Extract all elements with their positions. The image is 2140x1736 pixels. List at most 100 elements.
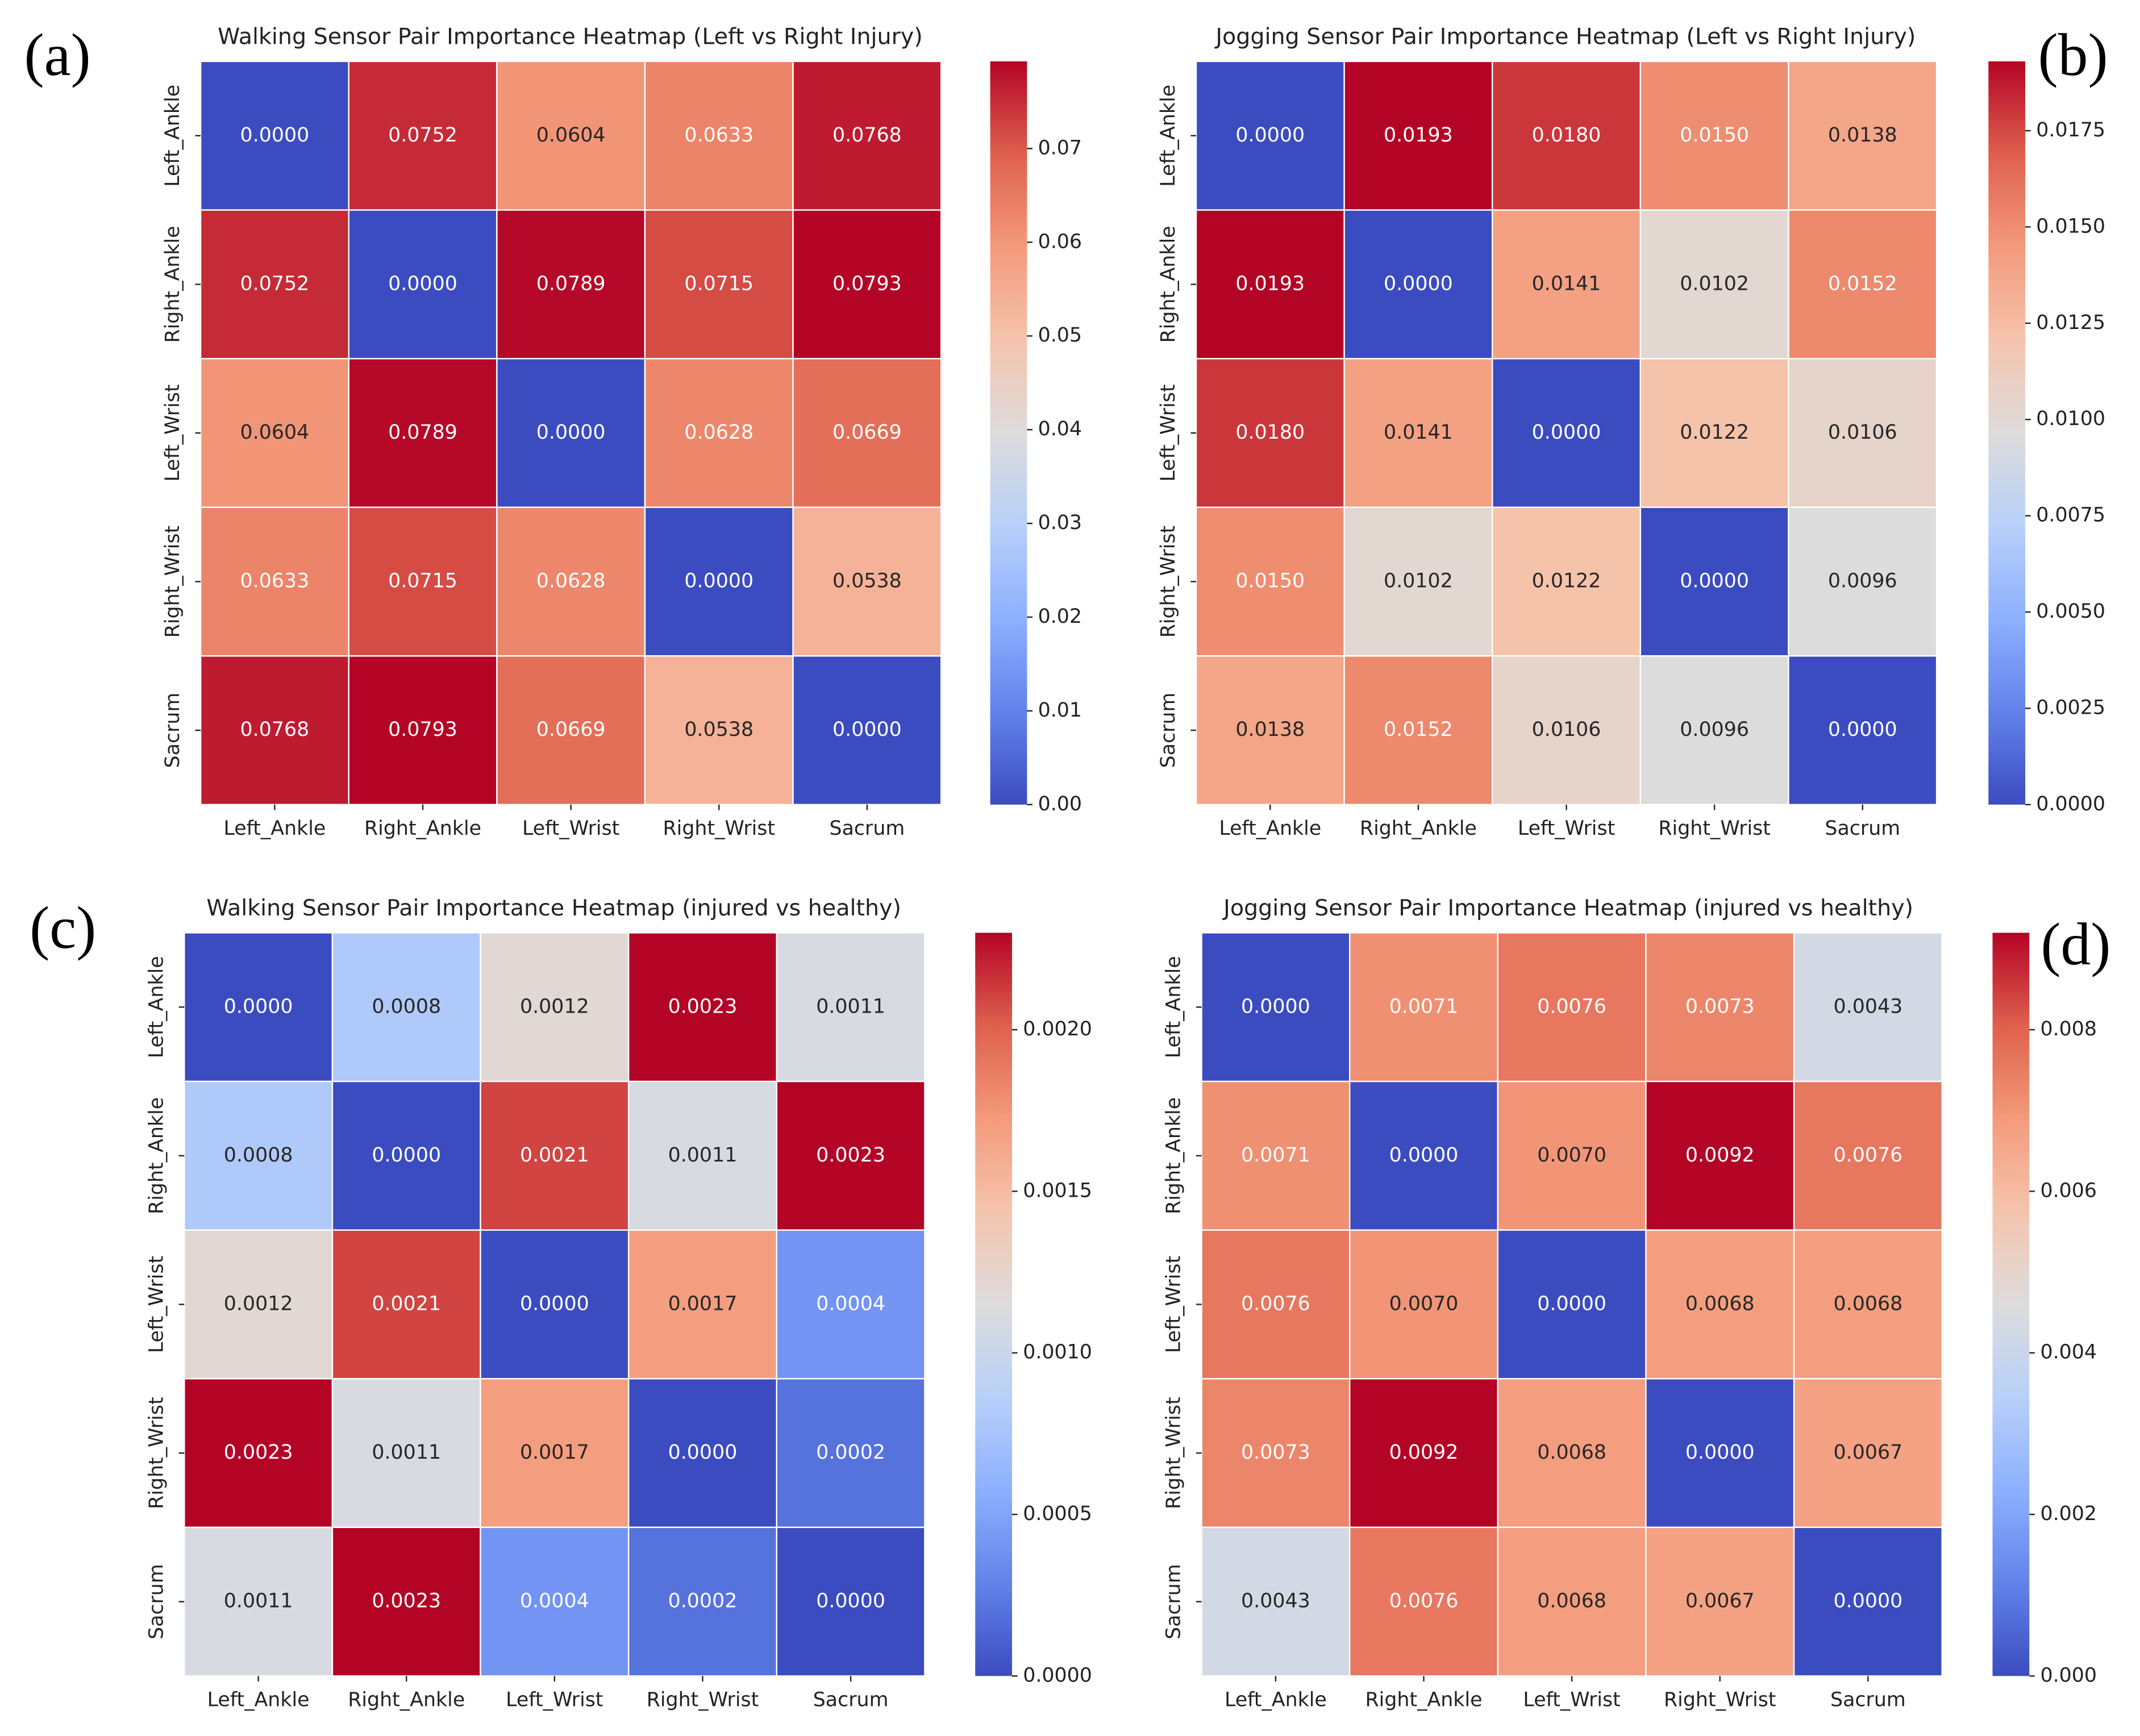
cell-value-label: 0.0073 (1685, 995, 1755, 1018)
cell-value-label: 0.0071 (1241, 1144, 1310, 1167)
y-tick-label: Right_Wrist (145, 1397, 168, 1509)
heatmap-cell (1645, 1080, 1795, 1231)
cell-value-label: 0.0002 (816, 1441, 885, 1464)
heatmap-cell (627, 1378, 777, 1529)
colorbar-tick-label: 0.01 (1038, 699, 1082, 722)
cell-value-label: 0.0096 (1680, 718, 1749, 741)
cell-value-label: 0.0000 (520, 1292, 589, 1315)
heatmap-cell (480, 932, 630, 1083)
cell-value-label: 0.0000 (684, 570, 753, 593)
colorbar-tick-label: 0.000 (2040, 1664, 2097, 1687)
heatmap-cell (792, 209, 942, 360)
y-tick-label: Left_Ankle (1157, 85, 1180, 187)
y-tick-label: Right_Wrist (1163, 1397, 1185, 1509)
cell-value-label: 0.0000 (668, 1441, 738, 1464)
cell-value-label: 0.0000 (224, 995, 293, 1018)
cell-value-label: 0.0004 (520, 1590, 589, 1613)
heatmap-cell (331, 1229, 481, 1380)
heatmap-cell (1497, 1080, 1647, 1231)
cell-value-label: 0.0793 (832, 272, 902, 295)
colorbar-tick-label: 0.0010 (1023, 1341, 1092, 1364)
cell-value-label: 0.0011 (668, 1144, 738, 1167)
colorbar-tick-label: 0.008 (2040, 1018, 2097, 1040)
cell-value-label: 0.0067 (1834, 1441, 1903, 1464)
cell-value-label: 0.0752 (388, 124, 457, 147)
heatmap-cell (348, 655, 498, 806)
chart-title: Walking Sensor Pair Importance Heatmap (… (218, 24, 923, 50)
heatmap-cell (792, 357, 942, 508)
heatmap-cell (199, 506, 349, 657)
colorbar-tick-label: 0.0020 (1023, 1018, 1092, 1040)
y-tick-label: Left_Wrist (1163, 1256, 1185, 1353)
colorbar-tick-label: 0.00 (1038, 793, 1082, 815)
y-tick-label: Right_Ankle (145, 1097, 168, 1214)
heatmap-cell (348, 357, 498, 508)
cell-value-label: 0.0150 (1235, 570, 1305, 593)
colorbar-tick-label: 0.0000 (2036, 793, 2105, 815)
cell-value-label: 0.0106 (1828, 421, 1897, 444)
cell-value-label: 0.0000 (832, 718, 902, 741)
cell-value-label: 0.0000 (1828, 718, 1897, 741)
colorbar-tick-label: 0.006 (2040, 1179, 2097, 1202)
heatmap-cell (331, 1526, 481, 1677)
cell-value-label: 0.0012 (520, 995, 589, 1018)
cell-value-label: 0.0092 (1685, 1144, 1755, 1167)
y-tick-label: Right_Wrist (161, 526, 184, 638)
x-tick-label: Left_Wrist (522, 817, 619, 840)
cell-value-label: 0.0043 (1834, 995, 1903, 1018)
heatmap-cell (348, 506, 498, 657)
heatmap-cell (1195, 209, 1345, 360)
heatmap-cell (1793, 1080, 1943, 1231)
heatmap-cell (1639, 60, 1789, 211)
x-tick-label: Left_Ankle (223, 817, 326, 840)
heatmap-cell (644, 209, 794, 360)
colorbar (1992, 932, 2030, 1676)
cell-value-label: 0.0011 (372, 1441, 441, 1464)
heatmap-cell (776, 1080, 926, 1231)
heatmap-cell (627, 1080, 777, 1231)
cell-value-label: 0.0193 (1384, 124, 1453, 147)
colorbar-tick-label: 0.0100 (2036, 407, 2105, 430)
y-tick-label: Sacrum (161, 693, 184, 768)
heatmap-cell (199, 60, 349, 211)
heatmap-cell (480, 1229, 630, 1380)
cell-value-label: 0.0102 (1680, 272, 1749, 295)
heatmap-cell (184, 1229, 334, 1380)
cell-value-label: 0.0076 (1537, 995, 1606, 1018)
cell-value-label: 0.0068 (1834, 1292, 1903, 1315)
cell-value-label: 0.0604 (536, 124, 606, 147)
cell-value-label: 0.0152 (1384, 718, 1453, 741)
heatmap-cell (1349, 1526, 1499, 1677)
heatmap-cell (331, 1080, 481, 1231)
cell-value-label: 0.0633 (240, 570, 310, 593)
heatmap-cell (1497, 1229, 1647, 1380)
heatmap-cell (776, 1526, 926, 1677)
y-tick-label: Left_Wrist (161, 384, 184, 481)
x-tick-label: Left_Ankle (207, 1689, 310, 1712)
x-tick-label: Left_Wrist (1518, 817, 1615, 840)
heatmap-cell (644, 655, 794, 806)
cell-value-label: 0.0012 (224, 1292, 293, 1315)
cell-value-label: 0.0043 (1241, 1590, 1310, 1613)
colorbar-tick-label: 0.0150 (2036, 215, 2105, 238)
y-tick-label: Sacrum (1157, 693, 1180, 768)
cell-value-label: 0.0021 (372, 1292, 441, 1315)
heatmap-cell (1201, 1378, 1351, 1529)
x-tick-label: Sacrum (813, 1689, 889, 1712)
heatmap-cell (1195, 655, 1345, 806)
cell-value-label: 0.0000 (816, 1590, 885, 1613)
heatmap-cell (1788, 357, 1938, 508)
colorbar (975, 932, 1013, 1676)
cell-value-label: 0.0023 (668, 995, 738, 1018)
heatmap-cell (480, 1378, 630, 1529)
colorbar (1988, 61, 2026, 805)
chart-title: Jogging Sensor Pair Importance Heatmap (… (1222, 895, 1913, 921)
heatmap-cell (1793, 1378, 1943, 1529)
y-tick-label: Left_Ankle (1163, 956, 1185, 1058)
cell-value-label: 0.0669 (832, 421, 902, 444)
cell-value-label: 0.0017 (668, 1292, 738, 1315)
cell-value-label: 0.0141 (1532, 272, 1601, 295)
colorbar-tick-label: 0.0015 (1023, 1179, 1092, 1202)
heatmap-cell (496, 357, 646, 508)
cell-value-label: 0.0193 (1235, 272, 1305, 295)
